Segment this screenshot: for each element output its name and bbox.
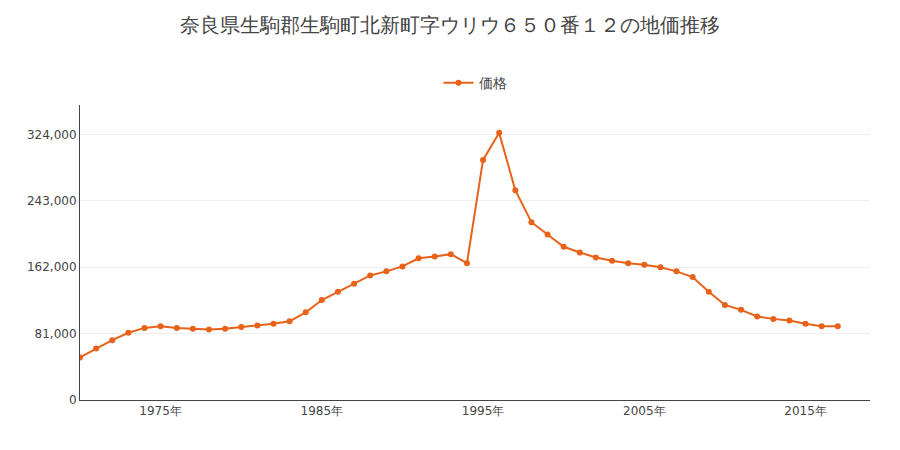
svg-text:奈良県生駒郡生駒町北新町字ウリウ６５０番１２の地価推移: 奈良県生駒郡生駒町北新町字ウリウ６５０番１２の地価推移	[180, 13, 720, 37]
svg-text:243,000: 243,000	[27, 194, 77, 208]
svg-text:2015年: 2015年	[784, 404, 827, 418]
svg-text:324,000: 324,000	[27, 128, 77, 142]
svg-text:2005年: 2005年	[623, 404, 666, 418]
svg-text:1985年: 1985年	[301, 404, 344, 418]
svg-text:81,000: 81,000	[35, 327, 77, 341]
svg-text:0: 0	[69, 393, 77, 407]
svg-text:162,000: 162,000	[27, 260, 77, 274]
svg-text:1995年: 1995年	[462, 404, 505, 418]
svg-text:1975年: 1975年	[139, 404, 182, 418]
svg-text:価格: 価格	[479, 75, 507, 91]
